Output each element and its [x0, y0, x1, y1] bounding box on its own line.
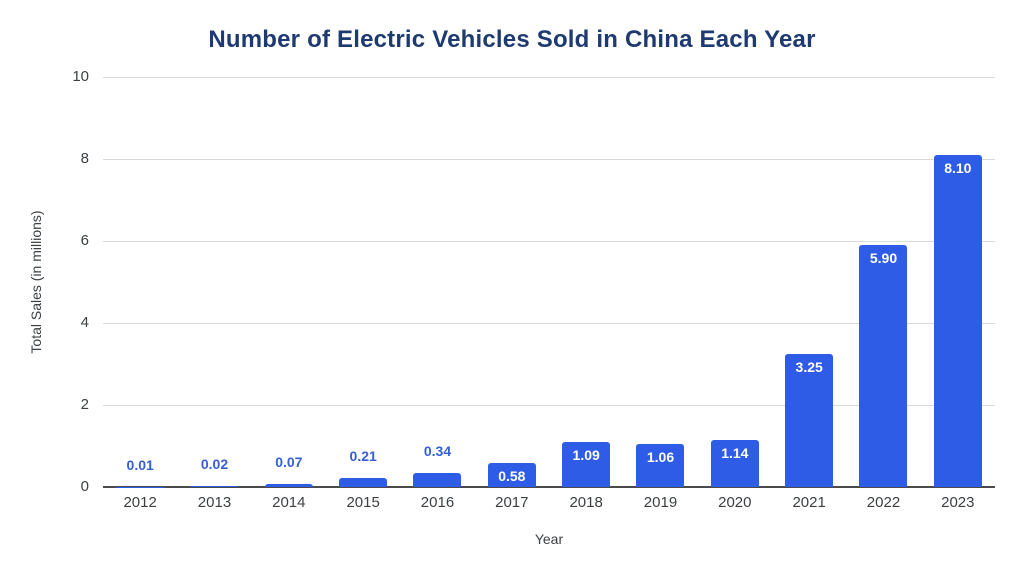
bar-value-label-2022: 5.90	[869, 250, 898, 267]
x-tick-label-2012: 2012	[123, 494, 157, 511]
bar-value-label-2012: 0.01	[126, 456, 154, 473]
category-slot-2021: 3.25 2021	[772, 77, 846, 511]
x-tick-label-2014: 2014	[272, 494, 306, 511]
x-tick-label-2020: 2020	[718, 494, 752, 511]
y-tick-label-8: 8	[80, 150, 89, 167]
y-tick-label-2: 2	[80, 396, 89, 413]
bar-value-label-2013: 0.02	[200, 456, 229, 473]
bar-value-label-2020: 1.14	[721, 445, 749, 462]
bar-value-label-2014: 0.07	[275, 454, 303, 471]
bar-2019	[636, 443, 685, 487]
category-slot-2018: 1.09 2018	[549, 77, 623, 511]
category-slot-2020: 1.14 2020	[698, 77, 772, 511]
x-tick-label-2021: 2021	[792, 494, 826, 511]
category-slot-2015: 0.21 2015	[326, 77, 400, 511]
bar-2013	[190, 486, 239, 487]
bar-value-label-2021: 3.25	[795, 358, 823, 375]
bar-value-label-2016: 0.34	[423, 443, 452, 460]
x-axis-title: Year	[534, 531, 564, 547]
x-tick-label-2013: 2013	[197, 494, 232, 511]
bar-value-label-2023: 8.10	[944, 159, 972, 176]
bar-2016	[413, 473, 462, 487]
x-tick-label-2022: 2022	[866, 494, 901, 511]
bar-value-label-2019: 1.06	[646, 448, 675, 465]
y-tick-label-4: 4	[80, 314, 89, 331]
y-axis-title: Total Sales (in millions)	[28, 210, 44, 354]
y-tick-label-0: 0	[80, 478, 89, 495]
category-slot-2012: 0.01 2012	[103, 77, 177, 511]
plot-area: 0.01 2012 0.02 2013 0.07 2014 0.21 2015 0.34 2016…	[103, 76, 995, 511]
bar-value-label-2017: 0.58	[498, 468, 526, 485]
category-slot-2013: 0.02 2013	[177, 77, 251, 511]
x-tick-label-2019: 2019	[643, 494, 678, 511]
gridline-6	[103, 240, 995, 242]
category-slot-2016: 0.34 2016	[400, 77, 474, 511]
bar-2014	[264, 484, 313, 487]
bar-2017	[487, 463, 536, 487]
gridline-2	[103, 404, 995, 406]
bar-2023	[933, 154, 982, 487]
category-slot-2017: 0.58 2017	[475, 77, 549, 511]
bar-2022	[859, 245, 908, 487]
y-tick-label-10: 10	[72, 68, 89, 85]
bar-value-label-2018: 1.09	[572, 447, 600, 464]
bar-2015	[339, 478, 388, 487]
x-tick-label-2018: 2018	[569, 494, 603, 511]
category-slot-2022: 5.90 2022	[846, 77, 920, 511]
x-axis-line	[103, 486, 995, 488]
bar-2018	[562, 442, 611, 487]
x-tick-label-2015: 2015	[346, 494, 380, 511]
y-tick-label-6: 6	[80, 232, 89, 249]
category-slot-2023: 8.10 2023	[921, 77, 995, 511]
bar-2021	[785, 353, 834, 487]
x-tick-label-2023: 2023	[941, 494, 975, 511]
gridline-8	[103, 158, 995, 160]
gridline-4	[103, 322, 995, 324]
bar-value-label-2015: 0.21	[349, 448, 377, 465]
x-tick-label-2017: 2017	[495, 494, 529, 511]
bar-2020	[710, 440, 759, 487]
chart-title: Number of Electric Vehicles Sold in Chin…	[208, 26, 816, 53]
gridline-10	[103, 76, 995, 78]
category-slot-2014: 0.07 2014	[252, 77, 326, 511]
category-slot-2019: 1.06 2019	[623, 77, 697, 511]
x-tick-label-2016: 2016	[420, 494, 455, 511]
